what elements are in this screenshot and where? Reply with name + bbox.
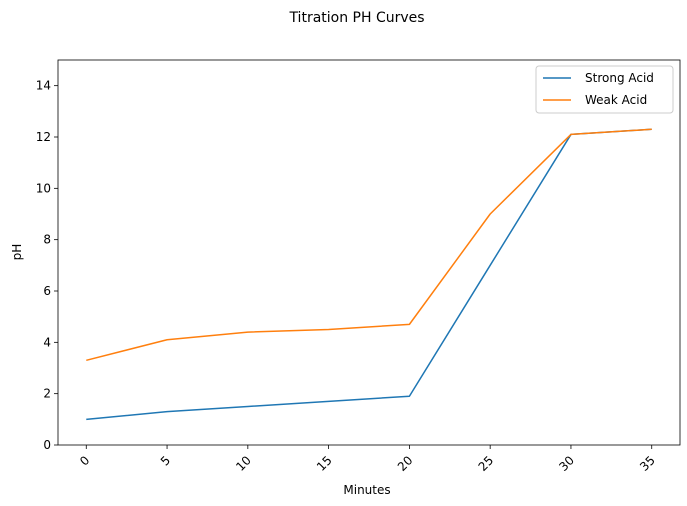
x-axis-ticks: 0 5 10 15 20 25 30 35	[77, 445, 658, 474]
legend: Strong Acid Weak Acid	[535, 65, 674, 114]
x-tick-label: 15	[314, 453, 335, 474]
legend-label-2: Weak Acid	[585, 93, 647, 107]
x-tick-label: 35	[637, 453, 658, 474]
legend-label-1: Strong Acid	[585, 71, 654, 85]
series-line-1	[86, 128, 652, 421]
y-tick-label: 8	[43, 233, 51, 247]
series-line-2	[86, 128, 652, 362]
x-tick-label: 0	[77, 453, 92, 468]
y-axis-ticks: 0 2 4 6 8 10 12 14	[36, 79, 58, 452]
chart-title: Titration PH Curves	[288, 10, 424, 26]
y-tick-label: 10	[36, 181, 51, 195]
y-tick-label: 6	[43, 284, 51, 298]
x-axis-label: Minutes	[343, 483, 390, 497]
y-tick-label: 0	[43, 438, 51, 452]
y-tick-label: 4	[43, 335, 51, 349]
x-tick-label: 30	[556, 453, 577, 474]
y-tick-label: 14	[36, 79, 51, 93]
plot-frame	[57, 59, 681, 446]
series-layer	[86, 128, 652, 421]
x-tick-label: 10	[233, 453, 254, 474]
y-tick-label: 2	[43, 387, 51, 401]
y-tick-label: 12	[36, 130, 51, 144]
x-tick-label: 5	[158, 453, 173, 468]
x-tick-label: 25	[476, 453, 497, 474]
x-tick-label: 20	[395, 453, 416, 474]
y-axis-label: pH	[10, 244, 24, 261]
